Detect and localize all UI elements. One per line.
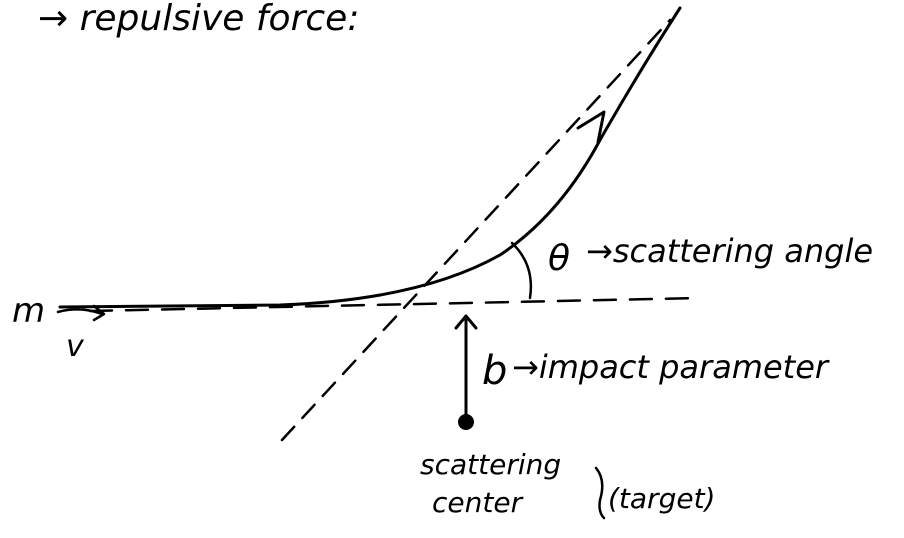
dashed-undeflected-line [88,296,702,313]
trajectory-arrow [576,110,606,144]
center-label: center [432,486,524,519]
velocity-label: v [66,329,85,364]
theta-label: θ [548,238,570,279]
mass-label: m [12,291,45,331]
heading-text: → repulsive force: [38,0,359,39]
trajectory-curve [58,6,682,309]
scattering-angle-label: →scattering angle [586,232,873,270]
velocity-arrow [56,304,106,322]
impact-parameter-arrowhead [454,314,478,330]
dashed-asymptote-line [280,18,672,442]
b-label: b [482,348,507,394]
target-label: (target) [608,482,715,515]
impact-parameter-label: →impact parameter [512,348,830,386]
target-dot [458,414,474,430]
scattering-label: scattering [420,448,561,481]
target-bracket [594,466,606,520]
angle-arc [510,241,533,300]
